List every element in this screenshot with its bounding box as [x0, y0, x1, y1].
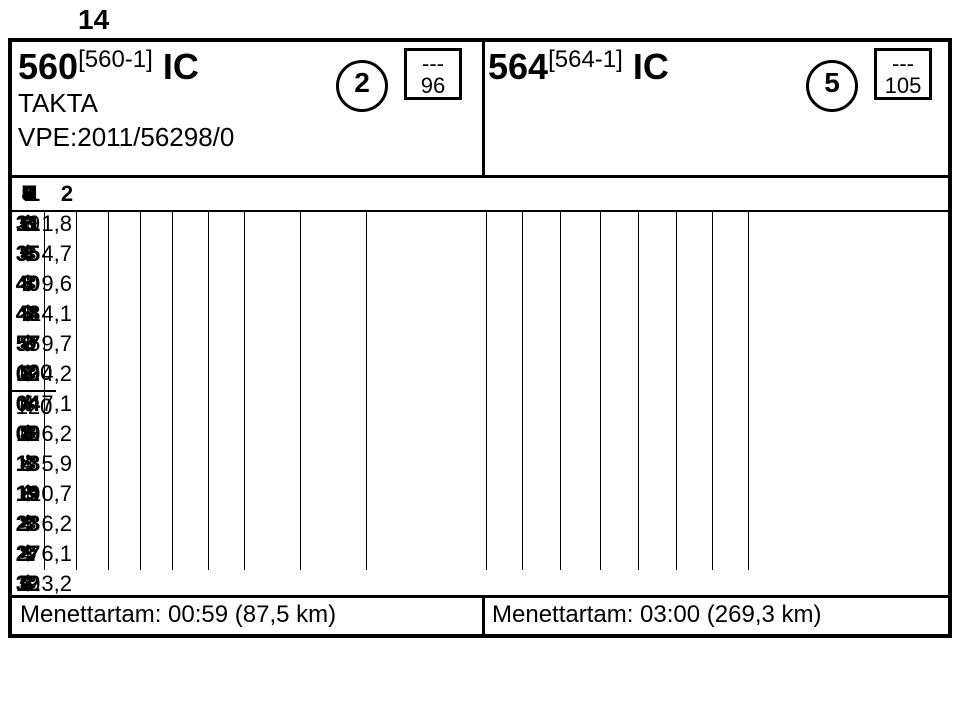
- footer-divider: [482, 598, 485, 634]
- cell: 00: [12, 361, 44, 387]
- page: 14 560[560-1] IC TAKTA VPE:2011/56298/0 …: [0, 0, 960, 708]
- table-row: ✻4708096,2Tokaj✻4120809: [12, 420, 948, 448]
- cell: 31: [12, 211, 44, 237]
- cell: 04: [12, 391, 44, 417]
- cell: 19: [12, 481, 44, 507]
- ic: IC: [633, 46, 669, 87]
- cell: 13: [12, 451, 44, 477]
- blk-bot: 105: [877, 75, 929, 97]
- table-row: ✻5409,6Hernádnémeti-Bőcso✻540: [12, 270, 948, 298]
- num: 564: [488, 46, 548, 87]
- cell: 32: [12, 571, 44, 597]
- cell: 40: [12, 271, 44, 297]
- cell: 57: [12, 331, 44, 357]
- cell: 35: [12, 241, 44, 267]
- bracket: [560-1]: [78, 46, 153, 73]
- circle-num: 2: [336, 60, 388, 112]
- footer-right: Menettartam: 03:00 (269,3 km): [492, 601, 821, 629]
- footer-left: Menettartam: 00:59 (87,5 km): [20, 601, 336, 629]
- cell: 27: [12, 541, 44, 567]
- train-vpe: VPE:2011/56298/0: [18, 122, 234, 153]
- table-row: ✻4354,7Felsőzsolca^ o✻435: [12, 240, 948, 268]
- blk-bot: 96: [407, 75, 459, 97]
- cell: 23: [12, 511, 44, 537]
- table-row: ✻4047,1Tarcal^✻404: [12, 390, 948, 418]
- circle-num: 5: [806, 60, 858, 112]
- speed-block: --- 105: [874, 48, 932, 100]
- table-row: ✻4135,9Rakamaz^✻413: [12, 450, 948, 478]
- bracket: [564-1]: [548, 46, 623, 73]
- cell: 09: [12, 421, 44, 447]
- ic: IC: [163, 46, 199, 87]
- table-row: ✻61910,7Görögszállás^✻619: [12, 480, 948, 508]
- blk-top: ---: [877, 53, 929, 75]
- table-row: 6311,8Miskolc-Tiszai✻11291131: [12, 210, 948, 238]
- frame: 560[560-1] IC TAKTA VPE:2011/56298/0 2 -…: [8, 38, 952, 638]
- train-name: TAKTA: [18, 88, 98, 119]
- num: 560: [18, 46, 78, 87]
- cell: 48: [12, 301, 44, 327]
- footer: Menettartam: 00:59 (87,5 km) Menettartam…: [12, 595, 948, 634]
- train-number: 560[560-1] IC: [18, 46, 199, 88]
- speed-block: --- 96: [404, 48, 462, 100]
- table-row: ✻4276,1Nyíregyháza-Északi l^✻427: [12, 540, 948, 568]
- table-row: ✻4236,2Nyírtelek✻423: [12, 510, 948, 538]
- train-left: 560[560-1] IC TAKTA VPE:2011/56298/0 2 -…: [12, 42, 482, 175]
- column-header: 3 4 5 6 7 8 9 1 2 3 4 5 6 7 8 9: [12, 178, 948, 212]
- train-right: 564[564-1] IC 5 --- 105: [482, 42, 948, 175]
- col: 9: [12, 181, 44, 207]
- table-row: ✻84814,1Taktaharkány^ o✻848: [12, 300, 948, 328]
- train-number: 564[564-1] IC: [488, 46, 669, 88]
- table-body: 120 120 120 120 6311,8Miskolc-Tiszai✻112…: [12, 210, 948, 606]
- page-number: 14: [78, 4, 109, 36]
- blk-top: ---: [407, 53, 459, 75]
- table-row: ✻37307323,2Nyíregyháza✻312301232: [12, 570, 948, 598]
- table-row: ✻37004,2Mezőzombor^ o✻31200: [12, 360, 948, 388]
- table-row: ✻7655579,7Szerencs^ o✻75557: [12, 330, 948, 358]
- header: 560[560-1] IC TAKTA VPE:2011/56298/0 2 -…: [12, 42, 948, 178]
